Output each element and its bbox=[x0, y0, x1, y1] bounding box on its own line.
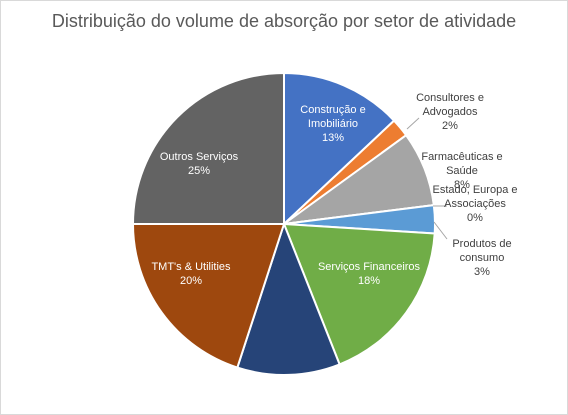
data-label-3: Estado, Europa e Associações 0% bbox=[432, 184, 517, 224]
data-label-line: Advogados bbox=[422, 106, 478, 118]
data-label-line: 3% bbox=[474, 266, 490, 278]
data-label-8: Outros Serviços 25% bbox=[160, 151, 239, 177]
data-label-line: Estado, Europa e bbox=[432, 184, 517, 196]
data-label-1: Consultores e Advogados 2% bbox=[416, 92, 484, 132]
leader-line-1 bbox=[406, 117, 420, 130]
data-label-line: 2% bbox=[442, 120, 458, 132]
data-label-line: 25% bbox=[188, 165, 210, 177]
data-label-line: consumo bbox=[460, 252, 505, 264]
data-label-line: Imobiliário bbox=[308, 118, 358, 130]
pie-slice-0 bbox=[283, 72, 396, 225]
chart-title: Distribuição do volume de absorção por s… bbox=[51, 11, 517, 31]
pie-slice-7 bbox=[132, 223, 285, 369]
data-label-7: TMT's & Utilities 20% bbox=[151, 261, 231, 287]
pie-slice-5 bbox=[283, 223, 436, 366]
data-label-line: Construção e bbox=[300, 104, 365, 116]
data-label-line: Serviços Financeiros bbox=[318, 261, 421, 273]
data-label-line: 18% bbox=[358, 275, 380, 287]
data-label-line: Consultores e bbox=[416, 92, 484, 104]
data-label-line: Associações bbox=[444, 198, 506, 210]
data-label-5: Serviços Financeiros 18% bbox=[318, 261, 421, 287]
pie-slice-8 bbox=[132, 72, 285, 225]
leader-line-4 bbox=[433, 221, 448, 240]
data-label-line: Farmacêuticas e bbox=[421, 151, 502, 163]
data-label-line: Produtos de bbox=[452, 238, 511, 250]
pie-slices bbox=[132, 72, 436, 376]
data-label-0: Construção e Imobiliário 13% bbox=[300, 104, 365, 144]
data-label-line: Saúde bbox=[446, 165, 478, 177]
data-label-line: 20% bbox=[180, 275, 202, 287]
data-label-2: Farmacêuticas e Saúde 8% bbox=[421, 151, 502, 191]
data-label-4: Produtos de consumo 3% bbox=[452, 238, 511, 278]
data-label-line: Outros Serviços bbox=[160, 151, 239, 163]
pie-slice-6 bbox=[236, 223, 341, 376]
data-label-line: 0% bbox=[467, 212, 483, 224]
pie-labels: Construção e Imobiliário 13% Consultores e A… bbox=[151, 92, 517, 287]
data-label-line: TMT's & Utilities bbox=[151, 261, 231, 273]
data-label-line: 8% bbox=[454, 179, 470, 191]
data-label-line: 13% bbox=[322, 132, 344, 144]
